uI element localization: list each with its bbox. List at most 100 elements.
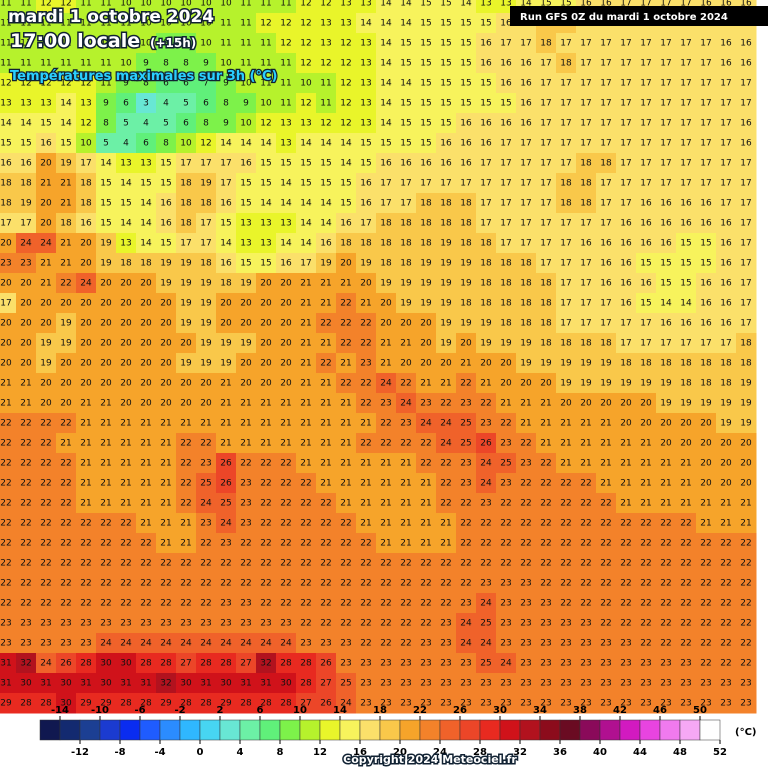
cell-value: 17 bbox=[560, 79, 571, 89]
cell bbox=[156, 573, 177, 594]
cell-value: 15 bbox=[40, 119, 51, 129]
legend-swatch bbox=[539, 719, 561, 741]
cell-value: 22 bbox=[300, 539, 311, 549]
cell-value: 20 bbox=[700, 479, 712, 489]
cell-value: 22 bbox=[340, 559, 351, 569]
cell-value: 21 bbox=[140, 479, 151, 489]
cell bbox=[556, 453, 577, 474]
cell bbox=[616, 233, 637, 254]
cell bbox=[216, 533, 237, 554]
cell-value: 22 bbox=[380, 439, 391, 449]
cell bbox=[736, 233, 757, 254]
legend-tick-label: 10 bbox=[293, 705, 307, 716]
cell bbox=[356, 593, 377, 614]
cell bbox=[576, 293, 597, 314]
legend-swatch bbox=[199, 719, 221, 741]
cell bbox=[516, 173, 537, 194]
cell-value: 17 bbox=[740, 179, 751, 189]
cell bbox=[576, 633, 597, 654]
cell bbox=[156, 313, 177, 334]
cell bbox=[416, 233, 437, 254]
cell bbox=[276, 233, 297, 254]
cell bbox=[36, 553, 57, 574]
cell-value: 22 bbox=[600, 619, 611, 629]
cell-value: 23 bbox=[520, 699, 531, 709]
cell-value: 5 bbox=[103, 139, 109, 149]
cell bbox=[616, 73, 637, 94]
cell bbox=[376, 693, 397, 714]
cell-value: 21 bbox=[580, 419, 591, 429]
cell-value: 21 bbox=[380, 499, 391, 509]
cell bbox=[216, 353, 237, 374]
cell-value: 22 bbox=[140, 579, 151, 589]
cell bbox=[296, 693, 317, 714]
cell bbox=[636, 573, 657, 594]
cell bbox=[456, 473, 477, 494]
cell bbox=[676, 373, 697, 394]
legend-swatch bbox=[299, 719, 321, 741]
cell-value: 20 bbox=[180, 379, 192, 389]
cell-value: 21 bbox=[740, 499, 751, 509]
cell-value: 22 bbox=[260, 559, 271, 569]
legend-swatch bbox=[439, 719, 461, 741]
cell-value: 21 bbox=[340, 279, 351, 289]
cell-value: 22 bbox=[340, 539, 351, 549]
cell bbox=[76, 413, 97, 434]
cell bbox=[636, 33, 657, 54]
cell bbox=[636, 253, 657, 274]
cell bbox=[376, 333, 397, 354]
cell-value: 20 bbox=[100, 359, 112, 369]
cell bbox=[496, 393, 517, 414]
cell-value: 23 bbox=[620, 679, 631, 689]
cell bbox=[516, 693, 537, 714]
cell-value: 29 bbox=[220, 699, 232, 709]
cell-value: 23 bbox=[40, 639, 51, 649]
cell bbox=[456, 313, 477, 334]
cell-value: 30 bbox=[60, 679, 72, 689]
cell-value: 22 bbox=[420, 579, 431, 589]
cell-value: 15 bbox=[420, 59, 431, 69]
cell bbox=[496, 333, 517, 354]
cell-value: 23 bbox=[540, 659, 551, 669]
cell bbox=[596, 513, 617, 534]
cell bbox=[36, 633, 57, 654]
cell-value: 21 bbox=[300, 319, 311, 329]
cell-value: 17 bbox=[580, 99, 591, 109]
cell-value: 11 bbox=[320, 99, 331, 109]
cell bbox=[636, 153, 657, 174]
cell-value: 18 bbox=[500, 299, 512, 309]
cell-value: 16 bbox=[720, 219, 732, 229]
cell-value: 17 bbox=[640, 179, 651, 189]
cell bbox=[236, 173, 257, 194]
cell-value: 22 bbox=[680, 599, 691, 609]
cell-value: 12 bbox=[340, 119, 351, 129]
cell bbox=[576, 613, 597, 634]
cell bbox=[116, 0, 137, 14]
cell-value: 18 bbox=[460, 239, 472, 249]
cell bbox=[196, 133, 217, 154]
cell-value: 19 bbox=[180, 259, 192, 269]
cell bbox=[276, 293, 297, 314]
cell-value: 22 bbox=[160, 559, 171, 569]
cell-value: 20 bbox=[660, 419, 672, 429]
cell-value: 17 bbox=[460, 179, 471, 189]
cell bbox=[536, 313, 557, 334]
cell-value: 23 bbox=[80, 619, 91, 629]
cell bbox=[576, 473, 597, 494]
cell-value: 22 bbox=[440, 599, 451, 609]
cell bbox=[616, 133, 637, 154]
cell-value: 22 bbox=[380, 639, 391, 649]
cell bbox=[156, 353, 177, 374]
cell-value: 22 bbox=[560, 479, 571, 489]
cell-value: 11 bbox=[60, 59, 71, 69]
cell bbox=[96, 433, 117, 454]
cell bbox=[136, 353, 157, 374]
cell bbox=[616, 373, 637, 394]
cell bbox=[336, 533, 357, 554]
cell-value: 22 bbox=[0, 519, 11, 529]
cell bbox=[236, 33, 257, 54]
cell bbox=[356, 453, 377, 474]
cell bbox=[716, 273, 737, 294]
cell-value: 22 bbox=[700, 539, 711, 549]
cell bbox=[96, 13, 117, 34]
